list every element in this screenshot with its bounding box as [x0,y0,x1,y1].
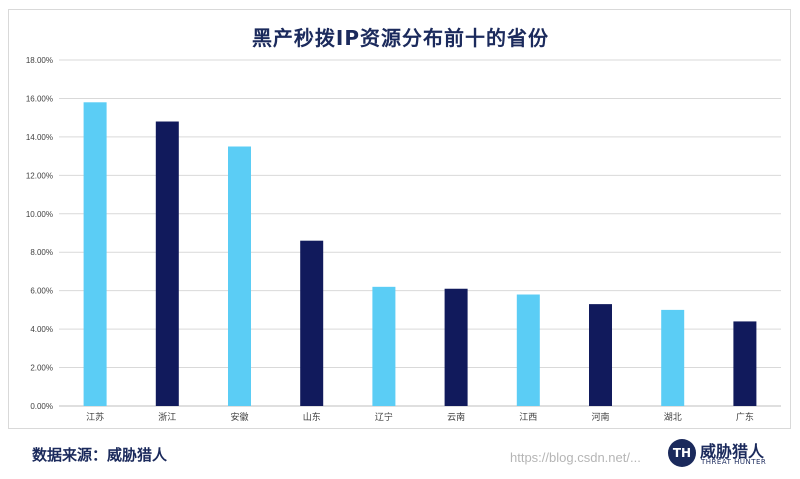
x-tick-label: 安徽 [230,411,248,423]
y-tick-label: 6.00% [30,287,53,296]
x-tick-label: 山东 [303,411,321,423]
y-tick-label: 0.00% [30,402,53,411]
x-tick-label: 浙江 [158,411,176,423]
data-source-note: 数据来源：威胁猎人 [32,446,168,464]
x-tick-label: 江苏 [86,411,104,423]
x-tick-label: 江西 [519,412,537,423]
chart-frame: 黑产秒拨IP资源分布前十的省份 0.00% 2.00% 4.00% 6.00% 8.00… [8,9,791,429]
bar-1 [83,102,107,407]
bar-2 [155,121,179,406]
y-tick-label: 14.00% [26,133,53,142]
bar-3 [228,146,251,406]
bar-9 [661,309,685,406]
csdn-watermark: https://blog.csdn.net/... [510,450,641,465]
x-tick-label: 云南 [447,411,465,423]
bar-6 [444,288,468,406]
bar-5 [372,286,396,406]
logo-mark-icon: TH [668,439,696,467]
bar-10 [733,321,757,406]
x-tick-label: 广东 [736,411,754,423]
y-tick-label: 12.00% [26,171,53,180]
bar-chart: 0.00% 2.00% 4.00% 6.00% 8.00% 10.00% 12.00% 14.… [26,56,781,423]
logo-tagline: THREAT HUNTER [701,458,767,466]
y-tick-label: 2.00% [30,364,53,373]
bar-4 [300,240,324,406]
y-tick-label: 10.00% [26,210,53,219]
threat-hunter-logo: TH 威胁猎人 THREAT HUNTER [668,437,778,473]
x-tick-label: 辽宁 [375,411,393,423]
x-tick-label: 河南 [591,411,609,423]
y-tick-label: 8.00% [30,248,53,257]
y-tick-label: 18.00% [26,56,53,65]
logo-name: 威胁猎人 [700,442,765,461]
y-tick-label: 16.00% [26,94,53,103]
y-tick-label: 4.00% [30,325,53,334]
bar-8 [589,304,612,406]
x-tick-label: 湖北 [664,412,682,423]
chart-title: 黑产秒拨IP资源分布前十的省份 [251,26,550,50]
bar-7 [516,294,540,406]
